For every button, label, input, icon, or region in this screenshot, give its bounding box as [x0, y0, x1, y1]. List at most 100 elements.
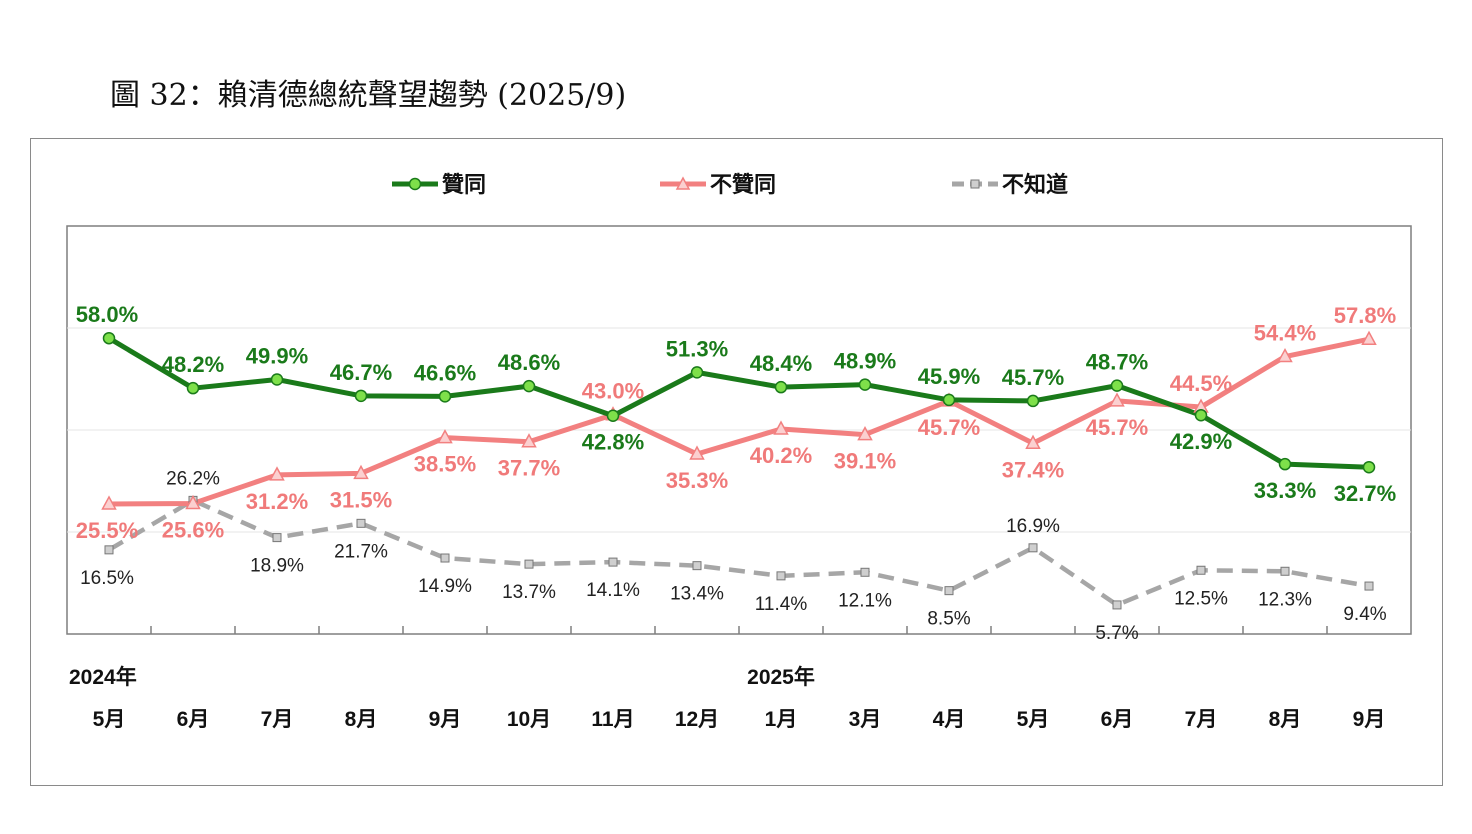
data-label-unknown: 11.4% [755, 594, 808, 615]
x-tick-label: 3月 [849, 708, 882, 731]
data-label-unknown: 14.1% [586, 580, 640, 601]
data-label-approve: 58.0% [76, 302, 138, 327]
point-unknown [692, 561, 702, 571]
data-label-unknown: 18.9% [250, 556, 304, 577]
point-disapprove [773, 420, 789, 435]
point-approve [438, 390, 452, 403]
point-approve [270, 373, 284, 386]
point-approve [1362, 460, 1376, 474]
x-tick-label: 11月 [591, 708, 634, 731]
point-disapprove [437, 429, 453, 444]
series-line-disapprove [108, 336, 1370, 507]
point-unknown [524, 559, 534, 569]
point-approve [1110, 379, 1124, 392]
x-tick-label: 10月 [507, 708, 551, 731]
point-unknown [776, 571, 786, 581]
point-approve [1026, 394, 1040, 408]
point-approve [606, 409, 620, 422]
point-approve [354, 389, 368, 403]
data-label-unknown: 12.5% [1174, 588, 1228, 609]
data-label-disapprove: 25.5% [76, 518, 138, 543]
x-tick-label: 9月 [429, 708, 462, 731]
data-label-approve: 51.3% [666, 336, 728, 361]
point-unknown [272, 533, 282, 543]
point-unknown [944, 586, 954, 596]
data-label-approve: 32.7% [1334, 481, 1396, 506]
series-line-approve [107, 336, 1370, 470]
point-unknown [1280, 566, 1290, 576]
data-label-approve: 48.7% [1086, 350, 1148, 375]
data-label-approve: 46.6% [414, 360, 476, 385]
point-disapprove [689, 445, 705, 460]
x-tick-label: 8月 [345, 708, 378, 731]
legend-label-2: 不贊同 [710, 172, 776, 197]
data-label-approve: 45.9% [918, 364, 980, 389]
data-label-unknown: 5.7% [1095, 623, 1138, 644]
point-disapprove [1361, 330, 1377, 345]
figure-title: 圖 32：賴清德總統聲望趨勢 (2025/9) [110, 78, 627, 113]
point-disapprove [353, 464, 369, 480]
point-disapprove [269, 466, 285, 481]
data-label-disapprove: 44.5% [1170, 371, 1232, 396]
series-line-unknown [107, 498, 1370, 608]
point-disapprove [857, 426, 873, 441]
data-label-unknown: 12.3% [1258, 589, 1312, 610]
x-tick-label: 4月 [933, 708, 966, 731]
point-unknown [1364, 581, 1374, 591]
point-unknown [356, 518, 366, 528]
legend-label-1: 贊同 [442, 172, 486, 197]
x-tick-label: 5月 [93, 708, 126, 731]
data-label-approve: 42.9% [1170, 429, 1232, 454]
point-approve [102, 331, 116, 345]
point-approve [1278, 457, 1292, 471]
legend-marker-triangle [675, 176, 691, 190]
point-unknown [860, 567, 870, 577]
data-label-approve: 33.3% [1254, 478, 1316, 503]
data-label-approve: 49.9% [246, 344, 308, 369]
point-disapprove [101, 495, 117, 510]
data-label-disapprove: 25.6% [162, 517, 224, 542]
legend-label-3: 不知道 [1002, 172, 1068, 197]
data-label-approve: 48.2% [162, 352, 224, 377]
point-disapprove [1025, 434, 1041, 450]
point-approve [774, 380, 788, 394]
point-disapprove [185, 494, 201, 510]
point-approve [1194, 408, 1208, 422]
data-label-disapprove: 35.3% [666, 468, 728, 493]
series-lines [107, 336, 1370, 608]
year-label-2025: 2025年 [747, 665, 815, 689]
data-label-unknown: 16.9% [1006, 516, 1060, 537]
data-label-unknown: 26.2% [166, 468, 220, 489]
data-label-approve: 46.7% [330, 360, 392, 385]
x-tick-label: 6月 [1101, 708, 1134, 731]
data-label-unknown: 16.5% [80, 568, 134, 589]
x-tick-label: 7月 [261, 708, 294, 731]
data-label-unknown: 12.1% [838, 590, 892, 611]
data-label-disapprove: 40.2% [750, 443, 812, 468]
data-label-disapprove: 54.4% [1254, 321, 1316, 346]
data-label-unknown: 8.5% [927, 609, 970, 630]
point-approve [186, 381, 200, 395]
data-label-unknown: 13.7% [502, 582, 556, 603]
data-label-unknown: 9.4% [1343, 604, 1386, 625]
point-approve [858, 378, 872, 391]
legend-marker-circle [408, 177, 422, 191]
point-unknown [104, 545, 114, 555]
legend: 贊同 不贊同 不知道 [392, 172, 1068, 197]
data-label-disapprove: 31.2% [246, 489, 308, 514]
point-unknown [1028, 543, 1038, 553]
x-axis-labels: 2024年 2025年 5月 6月 7月 8月 9月 10月 11月 12月 1月 3月 4月 5月 6月 7… [69, 665, 1385, 731]
data-label-approve: 48.9% [834, 349, 896, 374]
legend-marker-square [970, 179, 980, 189]
x-tick-label: 6月 [177, 708, 210, 731]
data-label-unknown: 13.4% [670, 584, 724, 605]
data-label-disapprove: 37.4% [1002, 457, 1064, 482]
point-disapprove [1109, 392, 1125, 407]
point-unknown [1112, 600, 1122, 610]
data-labels: 58.0% 48.2% 49.9% 46.7% 46.6% 48.6% 42.8% 51.3%… [76, 302, 1396, 644]
gridlines [67, 327, 1411, 533]
data-label-disapprove: 39.1% [834, 449, 896, 474]
x-tick-label: 7月 [1185, 708, 1218, 731]
data-label-approve: 45.7% [1002, 365, 1064, 390]
x-axis-ticks [150, 626, 1328, 634]
